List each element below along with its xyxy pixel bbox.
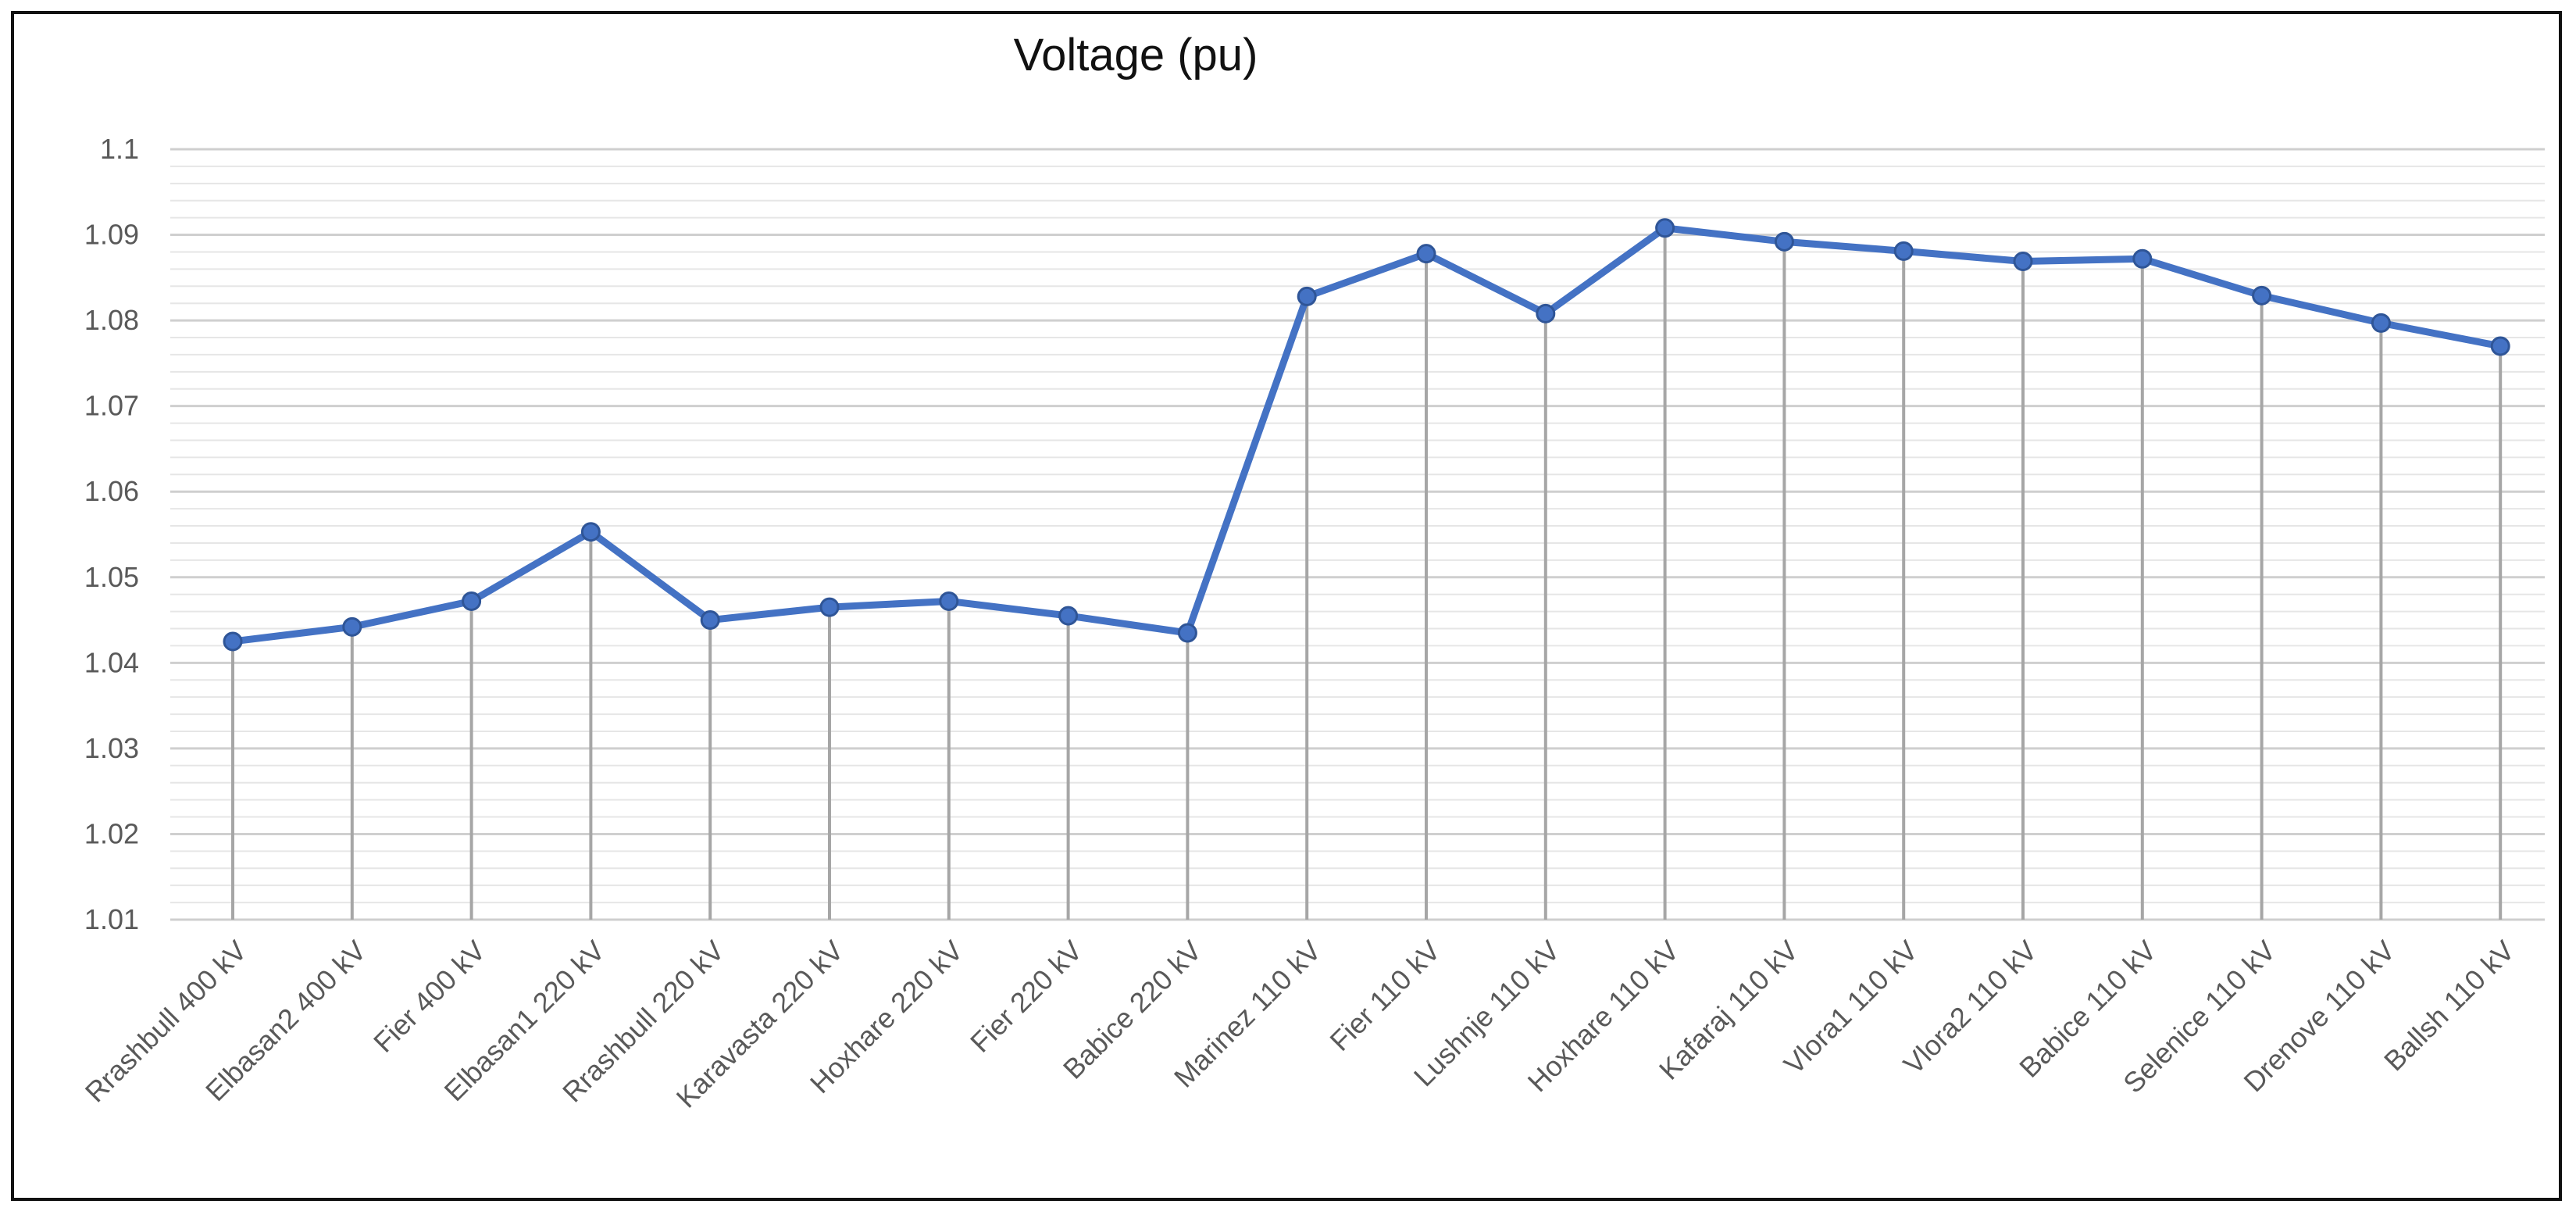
data-point [342,616,362,637]
data-point [1177,623,1197,643]
data-point [700,610,720,631]
y-tick-label: 1.04 [84,646,139,678]
data-point [2013,252,2033,272]
chart-frame: 1.01 1.02 1.03 1.04 1.05 1.06 1.07 1.08 1.09 1.1 … [11,11,2562,1201]
minor-gridlines [170,165,2545,904]
data-point [1297,286,1317,306]
data-point [1893,241,1914,261]
y-tick-label: 1.06 [84,475,139,507]
y-tick-label: 1.09 [84,219,139,251]
data-point [2371,313,2391,333]
data-point [2252,285,2272,306]
drop-lines [231,227,2503,920]
x-tick-label: Fier 110 kV [1323,934,1446,1057]
major-gridlines [170,148,2545,921]
y-tick-label: 1.08 [84,304,139,336]
data-point [1655,218,1675,238]
data-point [1774,231,1794,252]
data-point [223,631,243,652]
data-point [1416,244,1436,264]
y-tick-label: 1.07 [84,390,139,422]
series-line [229,224,2504,645]
data-point [462,591,482,611]
chart-title: Voltage (pu) [1014,30,1258,80]
y-axis-ticks: 1.01 1.02 1.03 1.04 1.05 1.06 1.07 1.08 1.09 1.1 [84,133,139,935]
y-tick-label: 1.05 [84,561,139,593]
x-tick-label: Fier 400 kV [367,934,491,1059]
y-tick-label: 1.01 [84,903,139,935]
voltage-line-chart: 1.011.021.031.041.051.061.071.081.091.1 … [79,30,2545,1114]
y-tick-label: 1.02 [84,817,139,849]
data-point [2132,248,2153,269]
y-tick-label: 1.03 [84,732,139,764]
data-point [819,597,840,617]
data-point [1058,606,1079,626]
series-markers [223,218,2510,652]
data-point [939,591,959,611]
data-point [2490,336,2510,356]
data-point [1536,303,1556,323]
x-tick-label: Fier 220 kV [964,934,1088,1059]
data-point [580,522,601,542]
y-tick-label: 1.1 [100,133,139,165]
